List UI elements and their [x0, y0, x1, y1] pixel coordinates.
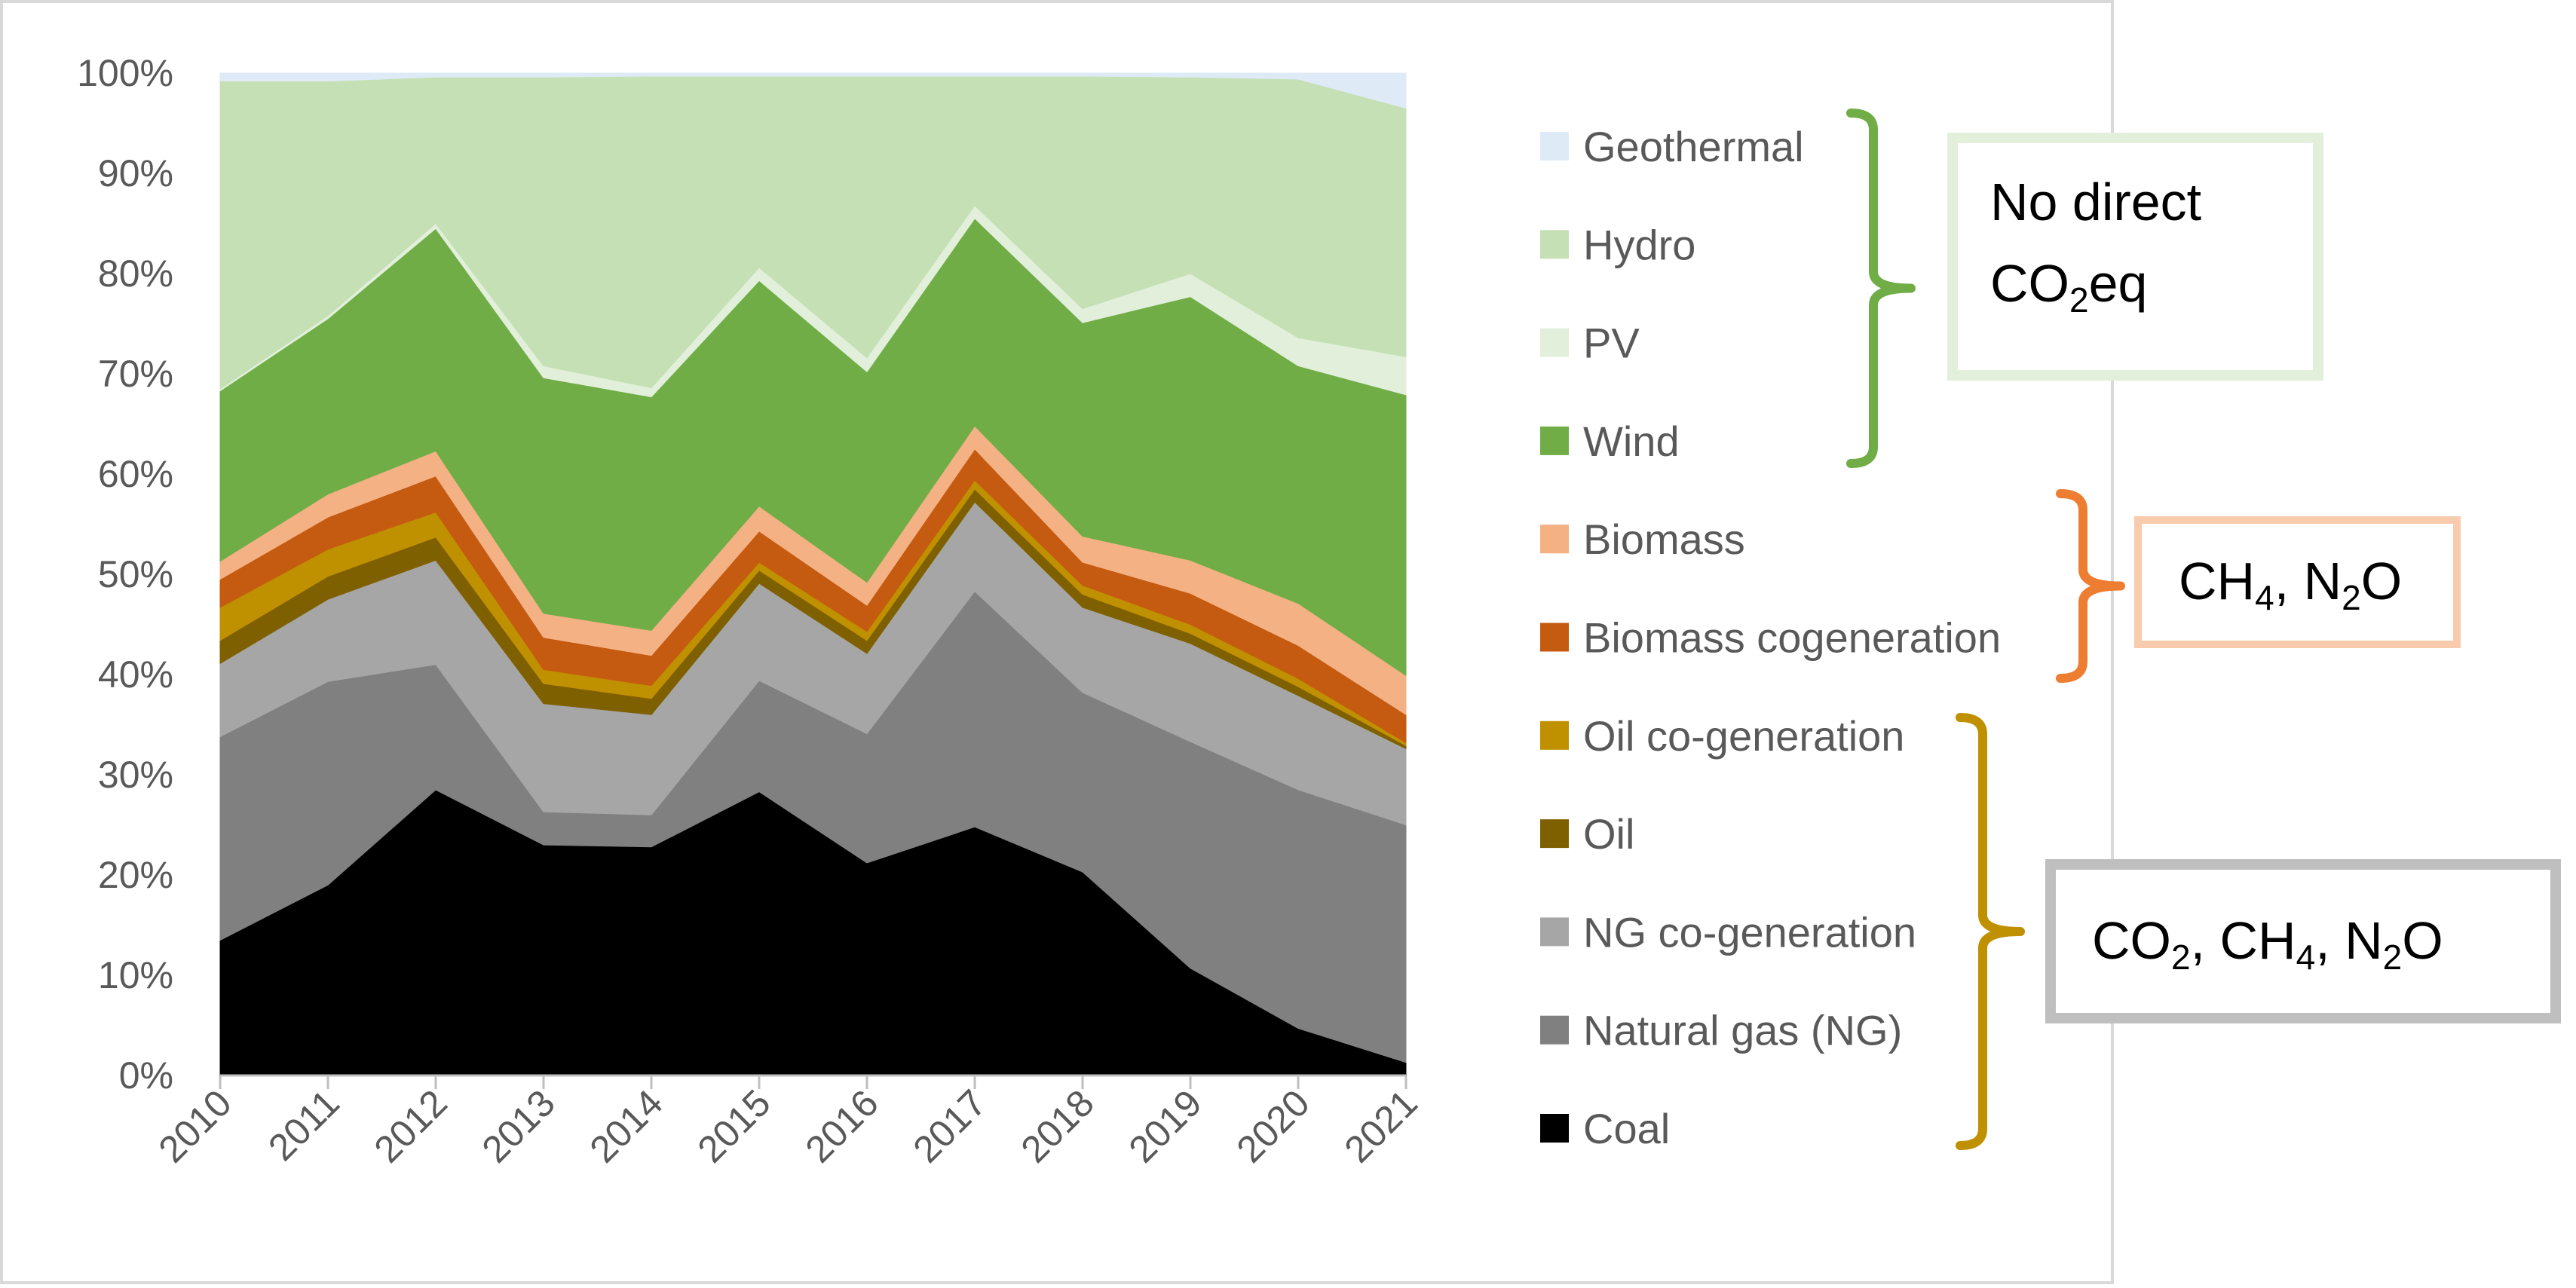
- legend-swatch: [1540, 1114, 1569, 1143]
- y-tick-label: 20%: [98, 854, 173, 896]
- legend-item-geothermal: Geothermal: [1540, 123, 1804, 170]
- y-tick-label: 60%: [98, 453, 173, 495]
- legend-label: Coal: [1583, 1105, 1670, 1152]
- y-tick-label: 0%: [119, 1054, 173, 1097]
- text-segment: O: [2361, 552, 2402, 610]
- bracket-ch4-n2o: [2056, 489, 2125, 683]
- legend-label: Oil co-generation: [1583, 712, 1904, 760]
- legend-label: Geothermal: [1583, 123, 1804, 170]
- text-segment: , N: [2315, 911, 2382, 970]
- legend-swatch: [1540, 720, 1569, 750]
- y-tick-label: 40%: [98, 653, 173, 696]
- subscript: 4: [2255, 578, 2274, 617]
- legend-item-ng-co-generation: NG co-generation: [1540, 908, 1916, 956]
- text-segment: CO: [2092, 911, 2171, 970]
- legend-item-biomass-cogeneration: Biomass cogeneration: [1540, 614, 2001, 662]
- text-segment: , CH: [2191, 911, 2296, 970]
- box-co2-ch4-n2o-text: CO2​, CH4​, N2​O: [2092, 911, 2443, 977]
- y-tick-label: 80%: [98, 252, 173, 295]
- axes: [219, 1074, 1407, 1089]
- box-no-direct-co2eq: [1947, 133, 2323, 381]
- text-segment: CH: [2179, 552, 2255, 610]
- legend: Geothermal Hydro PV Wind Biomass Biomass coge…: [1540, 123, 2001, 1152]
- legend-item-oil: Oil: [1540, 810, 1634, 858]
- legend-label: PV: [1583, 320, 1640, 367]
- legend-swatch: [1540, 230, 1569, 259]
- subscript: 2: [2383, 938, 2403, 977]
- text-segment: O: [2402, 911, 2443, 970]
- y-tick-label: 70%: [98, 353, 173, 395]
- legend-swatch: [1540, 328, 1569, 357]
- y-tick-label: 10%: [98, 954, 173, 996]
- bracket-co2-ch4-n2o: [1956, 713, 2025, 1150]
- subscript: 4: [2296, 938, 2316, 977]
- legend-item-wind: Wind: [1540, 418, 1680, 465]
- legend-label: Biomass: [1583, 516, 1745, 563]
- box-co2-ch4-n2o: [2045, 859, 2561, 1023]
- text-segment: No direct: [1990, 173, 2201, 231]
- legend-swatch: [1540, 917, 1569, 947]
- subscript: 2: [2171, 938, 2191, 977]
- legend-swatch: [1540, 426, 1569, 455]
- subscript: 2: [2342, 578, 2361, 617]
- y-tick-label: 50%: [98, 553, 173, 595]
- y-tick-label: 100%: [77, 52, 173, 94]
- box-ch4-n2o: [2134, 516, 2461, 648]
- bracket-no-direct-co2eq: [1846, 109, 1916, 468]
- legend-item-natural-gas-ng: Natural gas (NG): [1540, 1007, 1902, 1054]
- legend-label: Biomass cogeneration: [1583, 614, 2001, 662]
- text-segment: CO: [1990, 254, 2069, 313]
- legend-label: Wind: [1583, 418, 1680, 465]
- legend-swatch: [1540, 1015, 1569, 1045]
- y-tick-label: 90%: [98, 152, 173, 194]
- legend-label: Natural gas (NG): [1583, 1007, 1902, 1054]
- legend-swatch: [1540, 819, 1569, 849]
- area-geothermal: [219, 72, 1407, 109]
- box-ch4-n2o-text: CH4​, N2​O: [2179, 552, 2402, 617]
- legend-item-biomass: Biomass: [1540, 516, 1745, 563]
- legend-swatch: [1540, 525, 1569, 554]
- text-segment: eq: [2089, 254, 2148, 313]
- legend-label: Oil: [1583, 810, 1634, 858]
- y-tick-labels: 0% 10% 20% 30% 40% 50% 60% 70% 80% 90% 100%: [77, 52, 173, 1097]
- subscript: 2: [2069, 280, 2089, 320]
- legend-label: Hydro: [1583, 221, 1695, 268]
- legend-item-hydro: Hydro: [1540, 221, 1695, 268]
- annotation-groups: No direct CO2​eq CH4​, N2​O CO2​, CH4​, N2​…: [1846, 109, 2561, 1150]
- box-no-direct-line2: CO2​eq: [1990, 254, 2147, 320]
- legend-item-pv: PV: [1540, 320, 1640, 367]
- box-no-direct-line1: No direct: [1990, 173, 2201, 231]
- plot-areas: [219, 72, 1407, 1076]
- legend-item-coal: Coal: [1540, 1105, 1670, 1152]
- text-segment: , N: [2274, 552, 2342, 610]
- y-tick-label: 30%: [98, 754, 173, 796]
- legend-swatch: [1540, 623, 1569, 652]
- legend-item-oil-co-generation: Oil co-generation: [1540, 712, 1904, 760]
- legend-swatch: [1540, 132, 1569, 161]
- legend-label: NG co-generation: [1583, 908, 1916, 956]
